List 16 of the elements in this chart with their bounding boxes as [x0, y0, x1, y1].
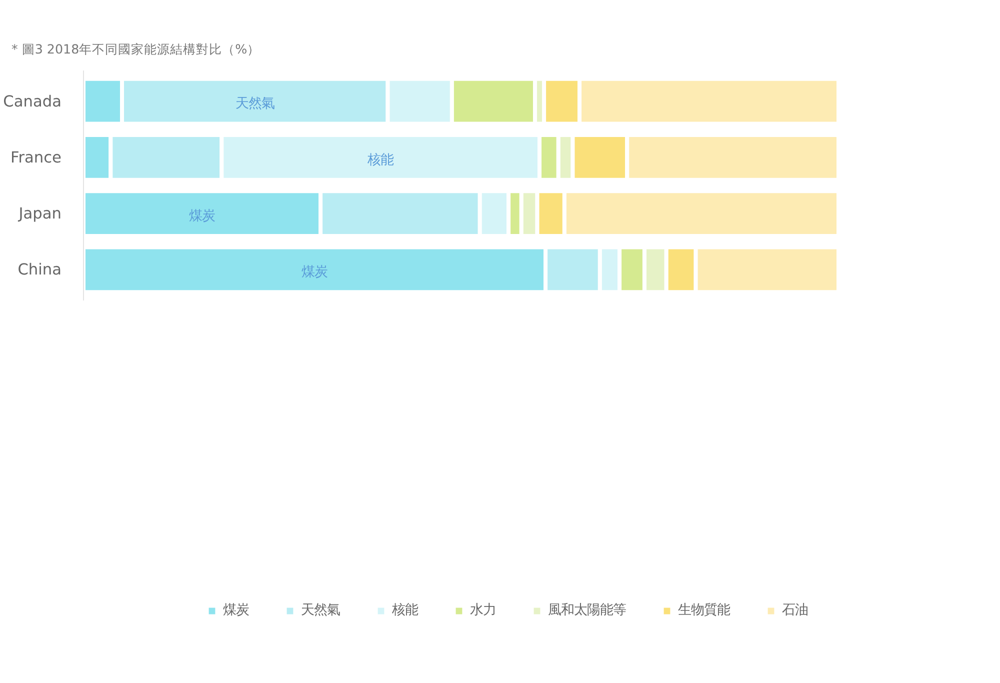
legend-label: 天然氣	[301, 602, 340, 619]
y-tick-label: Canada	[3, 92, 62, 110]
annotation: 煤炭	[189, 208, 216, 224]
legend-label: 生物質能	[678, 602, 730, 619]
annotation: 核能	[366, 152, 394, 168]
legend-label: 核能	[392, 602, 418, 619]
annotation: 天然氣	[235, 96, 274, 112]
legend-label: 風和太陽能等	[548, 602, 626, 619]
chart-title: * 圖3 2018年不同國家能源結構對比（%）	[12, 42, 260, 56]
legend-label: 石油	[782, 602, 808, 619]
legend-label: 煤炭	[223, 602, 249, 619]
y-tick-label: Japan	[18, 204, 62, 223]
y-tick-label: China	[18, 260, 62, 279]
annotation: 煤炭	[302, 264, 328, 280]
y-tick-label: France	[10, 148, 62, 166]
legend-label: 水力	[470, 602, 496, 619]
